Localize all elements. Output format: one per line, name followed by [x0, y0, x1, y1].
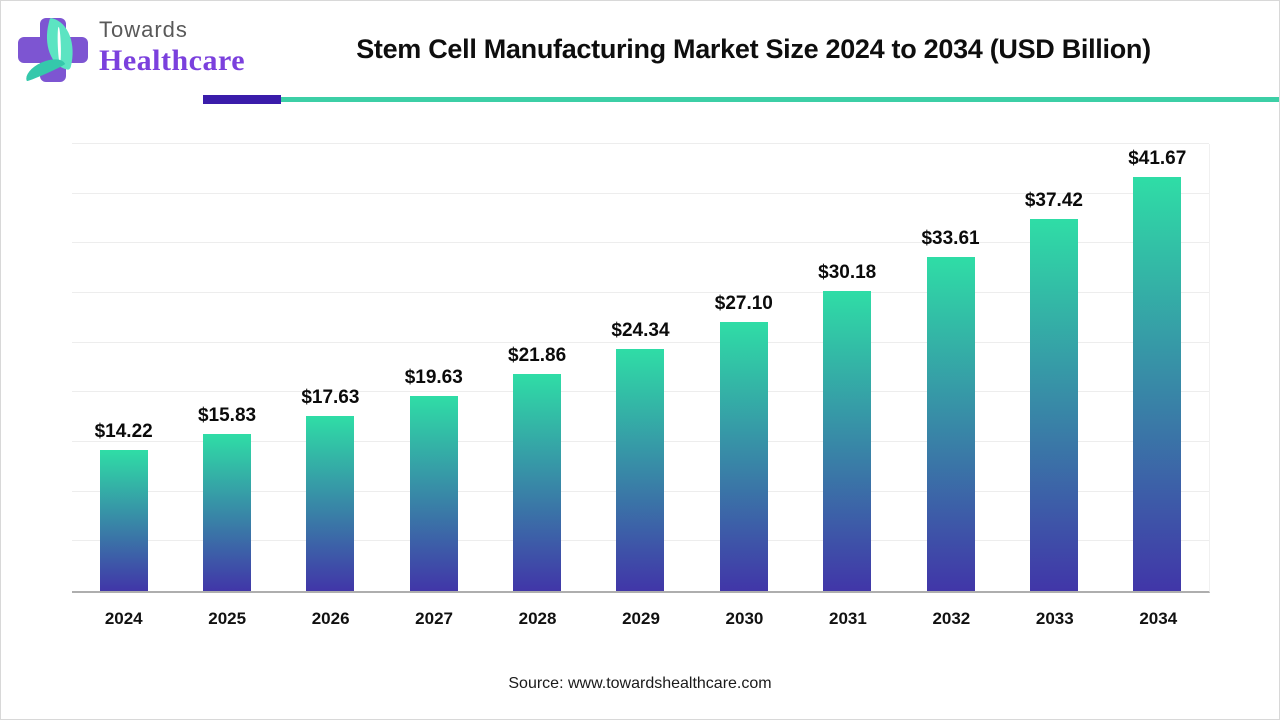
bar: $27.10 — [715, 293, 773, 591]
bar: $21.86 — [508, 345, 566, 591]
bar-value-label: $21.86 — [508, 344, 567, 366]
bar: $41.67 — [1128, 148, 1186, 591]
bar-column: $15.83 — [175, 144, 278, 591]
page-title: Stem Cell Manufacturing Market Size 2024… — [356, 34, 1151, 64]
x-axis-tick-label: 2028 — [518, 609, 557, 628]
logo-word-healthcare: Healthcare — [99, 44, 246, 77]
gridline — [72, 143, 1209, 144]
bar-column: $33.61 — [899, 144, 1002, 591]
bar: $17.63 — [301, 387, 359, 591]
bar-value-label: $30.18 — [818, 262, 877, 284]
bar-column: $30.18 — [796, 144, 899, 591]
logo-text: Towards Healthcare — [99, 19, 245, 76]
bar-value-label: $27.10 — [714, 292, 773, 314]
x-axis-tick-label: 2033 — [1035, 609, 1074, 628]
bar-value-label: $15.83 — [197, 404, 257, 426]
x-axis-tick-label: 2024 — [104, 609, 143, 628]
x-axis-tick-label: 2032 — [932, 609, 971, 628]
bar-value-label: $37.42 — [1024, 190, 1083, 212]
bar-column: $37.42 — [1002, 144, 1105, 591]
x-axis-tick-label: 2030 — [725, 609, 764, 628]
header-rule-teal — [281, 97, 1279, 102]
gridline — [72, 242, 1209, 244]
logo-word-towards: Towards — [99, 17, 188, 42]
bar: $15.83 — [198, 405, 256, 591]
bar-value-label: $14.22 — [94, 420, 153, 442]
gridline — [72, 292, 1209, 294]
gridline — [72, 341, 1209, 343]
bar: $33.61 — [921, 228, 980, 591]
bar-column: $27.10 — [692, 144, 795, 591]
bar-value-label: $33.61 — [921, 228, 980, 250]
gridline — [72, 192, 1209, 194]
bar-chart-plot-area: $14.22 $15.83 $17.63 $19.63 $21.86 $24.3… — [72, 143, 1210, 593]
source-attribution: Source: www.towardshealthcare.com — [508, 675, 772, 692]
leaf-vein — [57, 26, 62, 63]
logo-cross-leaf-icon — [17, 15, 88, 85]
header-rule-purple — [203, 95, 281, 104]
bar-column: $17.63 — [279, 144, 382, 591]
bar-value-label: $19.63 — [404, 367, 463, 389]
bar-value-label: $41.67 — [1128, 148, 1187, 170]
x-axis-labels: 2024 2025 2026 2027 2028 2029 2030 2031 … — [72, 609, 1210, 629]
bar-column: $24.34 — [589, 144, 692, 591]
x-axis-tick-label: 2034 — [1139, 609, 1178, 628]
bar-value-label: $24.34 — [611, 320, 670, 342]
x-axis-tick-label: 2027 — [415, 609, 453, 628]
x-axis-tick-label: 2031 — [828, 609, 867, 628]
bar-column: $14.22 — [72, 144, 175, 591]
bar-value-label: $17.63 — [301, 386, 360, 408]
bar: $24.34 — [611, 320, 670, 591]
x-axis-tick-label: 2029 — [622, 609, 660, 628]
bar: $19.63 — [405, 367, 463, 591]
bar-column: $19.63 — [382, 144, 485, 591]
bar: $37.42 — [1025, 190, 1083, 591]
bar-column: $41.67 — [1106, 144, 1209, 591]
bar-column: $21.86 — [485, 144, 588, 591]
bar: $30.18 — [818, 262, 876, 591]
towards-healthcare-logo: Towards Healthcare — [15, 11, 245, 89]
x-axis-tick-label: 2025 — [208, 609, 247, 628]
bar: $14.22 — [95, 421, 153, 591]
bar-series: $14.22 $15.83 $17.63 $19.63 $21.86 $24.3… — [72, 144, 1209, 591]
x-axis-tick-label: 2026 — [311, 609, 350, 628]
